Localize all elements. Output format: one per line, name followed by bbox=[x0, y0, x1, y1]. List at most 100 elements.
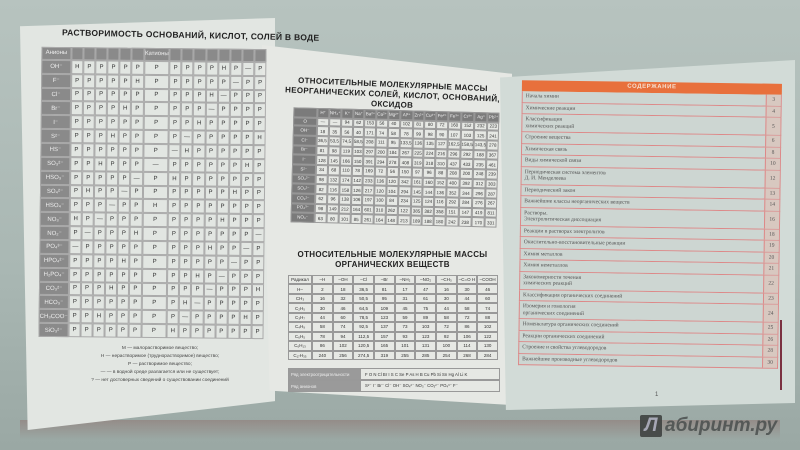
mass-cell: 208 bbox=[446, 168, 460, 179]
mass-cell: 225 bbox=[412, 148, 424, 159]
mass-cell: 262 bbox=[385, 205, 398, 216]
solubility-cell: Р bbox=[241, 89, 254, 104]
solubility-cell: Р bbox=[93, 254, 106, 269]
solubility-cell: Р bbox=[70, 143, 83, 158]
column-header: Радикал bbox=[288, 275, 312, 285]
solubility-cell: — bbox=[142, 157, 169, 172]
mass-cell: 36,5 bbox=[353, 284, 374, 294]
toc-entry-page: 30 bbox=[762, 357, 778, 368]
mass-cell: 103 bbox=[460, 130, 475, 141]
mass-cell: 232 bbox=[474, 121, 488, 131]
cation-header bbox=[131, 47, 145, 61]
solubility-cell: Р bbox=[227, 269, 241, 284]
anion-label: HSO₄⁻ bbox=[39, 198, 70, 213]
solubility-cell: Р bbox=[217, 103, 230, 118]
anion-label: HPO₄²⁻ bbox=[39, 253, 70, 268]
solubility-cell: Р bbox=[191, 255, 204, 270]
mass-cell: 62 bbox=[352, 118, 365, 128]
solubility-cell: Р bbox=[129, 240, 142, 255]
mass-cell: 165 bbox=[373, 341, 395, 351]
solubility-cell: Р bbox=[106, 171, 119, 186]
solubility-cell: Н bbox=[217, 61, 231, 76]
solubility-cell: Р bbox=[143, 74, 170, 89]
mass-cell: 164 bbox=[373, 214, 386, 225]
solubility-cell: Р bbox=[168, 130, 182, 145]
mass-cell: 256 bbox=[332, 350, 354, 360]
mass-cell: 61 bbox=[415, 293, 436, 304]
solubility-cell: Р bbox=[253, 145, 266, 160]
mass-cell: 136 bbox=[412, 138, 425, 149]
solubility-cell: Р bbox=[192, 144, 206, 159]
solubility-cell: Р bbox=[229, 61, 243, 76]
mass-cell: 184 bbox=[386, 147, 400, 158]
solubility-cell: Р bbox=[252, 255, 265, 270]
solubility-cell: Р bbox=[252, 214, 265, 229]
mass-cell: 125 bbox=[473, 130, 488, 141]
solubility-cell: Р bbox=[80, 295, 94, 310]
solubility-cell: Р bbox=[180, 185, 193, 200]
mass-cell: 103 bbox=[352, 146, 364, 157]
solubility-cell: Р bbox=[203, 269, 216, 284]
mass-cell: 88 bbox=[434, 168, 447, 178]
solubility-cell: Р bbox=[241, 103, 254, 118]
mass-cell: 188 bbox=[473, 149, 487, 160]
solubility-cell: Р bbox=[192, 199, 205, 214]
solubility-cell: Р bbox=[107, 88, 120, 103]
organic-mass-table: Радикал –H –OH –Cl –Br –NH₂ –NO₂ –CH₃ –C=O H –COO… bbox=[288, 275, 498, 360]
solubility-cell: Р bbox=[240, 255, 253, 270]
solubility-cell: Р bbox=[141, 282, 168, 297]
mass-cell: 110 bbox=[340, 165, 352, 176]
solubility-cell: Р bbox=[105, 212, 119, 227]
mass-cell: 248 bbox=[472, 169, 487, 180]
mass-cell: 94 bbox=[332, 331, 354, 342]
mass-cell: 122 bbox=[397, 205, 411, 216]
mass-cell: 160 bbox=[447, 121, 462, 131]
mass-cell: 17 bbox=[394, 284, 416, 294]
solubility-cell: Р bbox=[93, 281, 106, 296]
mass-cell: 437 bbox=[446, 158, 461, 169]
anion-label: I⁻ bbox=[40, 115, 71, 130]
mass-cell: 46 bbox=[477, 284, 498, 294]
solubility-cell: Н bbox=[131, 74, 144, 89]
solubility-cell: Р bbox=[229, 117, 242, 132]
solubility-cell: Р bbox=[205, 116, 218, 131]
solubility-cell: Р bbox=[216, 158, 230, 173]
solubility-cell: Р bbox=[167, 282, 180, 297]
solubility-cell: Р bbox=[93, 226, 106, 241]
toc-entry-page: 16 bbox=[763, 211, 780, 229]
cation-header: Fe²⁺ bbox=[436, 111, 449, 122]
solubility-cell: Р bbox=[69, 226, 82, 241]
toc-entry-page: 8 bbox=[764, 147, 781, 158]
toc-entry-page: 25 bbox=[762, 322, 778, 334]
solubility-cell: Р bbox=[239, 297, 252, 312]
solubility-cell: — bbox=[240, 241, 253, 256]
solubility-cell: Р bbox=[119, 88, 132, 103]
solubility-cell: Р bbox=[179, 241, 192, 256]
mass-cell: 160 bbox=[422, 177, 435, 188]
solubility-cell: Р bbox=[70, 87, 84, 102]
solubility-cell: Р bbox=[140, 324, 167, 339]
mass-cell: 151 bbox=[445, 206, 459, 218]
solubility-cell: — bbox=[118, 185, 131, 200]
mass-cell: 74 bbox=[332, 322, 354, 332]
solubility-cell: Р bbox=[216, 186, 229, 201]
solubility-cell: Р bbox=[129, 296, 142, 311]
solubility-cell: Р bbox=[192, 213, 205, 228]
solubility-cell: Р bbox=[167, 227, 180, 242]
solubility-table: Анионы Катионы OH⁻ Н Р Р Р Р Р Р Р Р Р Р Н Р — Р F⁻ Р Р Р Р Р Н Р… bbox=[38, 46, 267, 340]
mass-cell: 90 bbox=[435, 129, 448, 140]
mass-cell: 96 bbox=[423, 167, 436, 178]
solubility-cell: Н bbox=[228, 186, 241, 201]
column-header: –Cl bbox=[353, 275, 374, 285]
mass-cell: 261 bbox=[361, 214, 374, 225]
solubility-cell: Р bbox=[143, 60, 170, 75]
solubility-cell: Р bbox=[82, 170, 95, 185]
solubility-cell: Р bbox=[143, 88, 170, 103]
mass-cell: 241 bbox=[487, 130, 499, 141]
mass-cell: 92,5 bbox=[353, 322, 374, 332]
solubility-cell: Р bbox=[228, 172, 242, 187]
solubility-cell: Р bbox=[192, 185, 205, 200]
mass-cell: 296 bbox=[446, 148, 461, 159]
legend-line: Р — растворимое вещество; bbox=[128, 362, 192, 367]
solubility-cell: Р bbox=[228, 227, 241, 242]
